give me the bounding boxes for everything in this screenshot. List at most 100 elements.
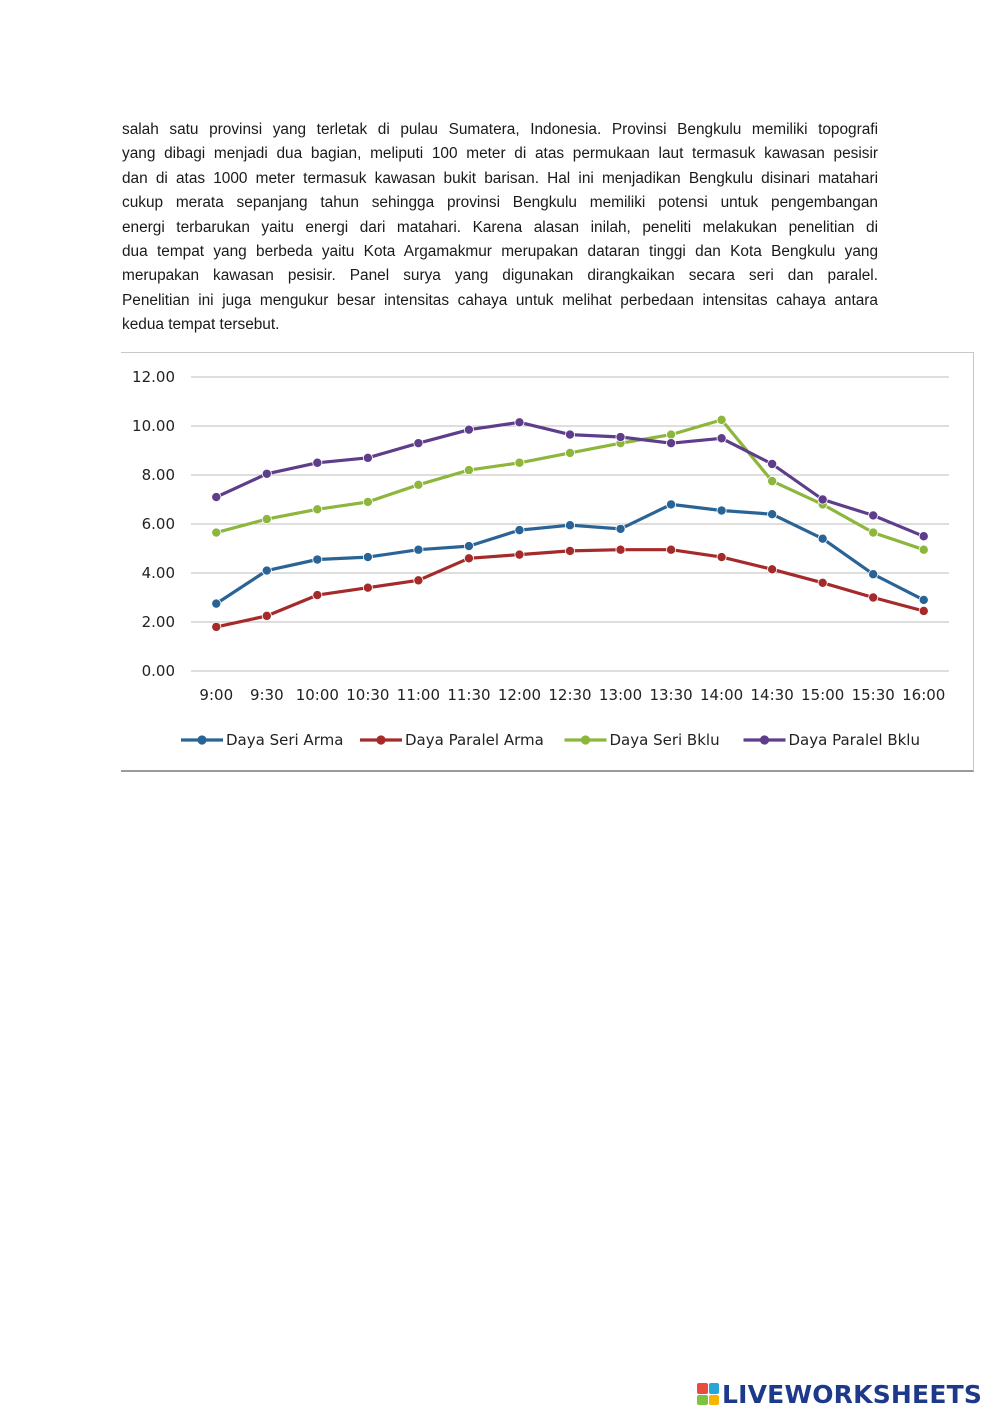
x-tick-label: 15:30 — [852, 686, 895, 704]
y-tick-label: 0.00 — [142, 662, 175, 680]
data-point — [868, 527, 879, 538]
x-tick-label: 11:00 — [397, 686, 440, 704]
data-point — [514, 417, 525, 428]
data-point — [564, 429, 575, 440]
series-lines — [211, 414, 929, 632]
x-tick-label: 10:30 — [346, 686, 389, 704]
data-point — [261, 565, 272, 576]
data-point — [413, 438, 424, 449]
data-point — [211, 621, 222, 632]
data-point — [211, 492, 222, 503]
y-tick-label: 12.00 — [132, 368, 175, 386]
x-tick-label: 9:30 — [250, 686, 284, 704]
data-point — [716, 552, 727, 563]
data-point — [514, 457, 525, 468]
legend-item: Daya Paralel Arma — [360, 731, 544, 749]
data-point — [868, 510, 879, 521]
data-point — [767, 509, 778, 520]
series-daya-seri-bklu — [211, 414, 929, 555]
data-point — [817, 577, 828, 588]
data-point — [666, 438, 677, 449]
data-point — [918, 544, 929, 555]
data-point — [767, 564, 778, 575]
x-tick-label: 16:00 — [902, 686, 945, 704]
legend-label: Daya Paralel Bklu — [789, 731, 920, 749]
data-point — [666, 544, 677, 555]
x-tick-label: 14:00 — [700, 686, 743, 704]
legend-item: Daya Seri Arma — [181, 731, 343, 749]
data-point — [514, 549, 525, 560]
series-daya-paralel-bklu — [211, 417, 929, 542]
paragraph-line: yang dibagi menjadi dua bagian, meliputi… — [122, 145, 878, 163]
data-point — [666, 429, 677, 440]
series-daya-paralel-arma — [211, 544, 929, 632]
data-point — [716, 433, 727, 444]
paragraph-line: salah satu provinsi yang terletak di pul… — [122, 121, 878, 138]
data-point — [463, 465, 474, 476]
legend-swatch-marker — [580, 735, 591, 745]
line-chart: 0.00 2.00 4.00 6.00 8.00 10.00 12.00 9:00 9:30 1… — [132, 368, 949, 749]
data-point — [564, 520, 575, 531]
data-point — [261, 468, 272, 479]
data-point — [463, 553, 474, 564]
data-point — [362, 452, 373, 463]
data-point — [767, 476, 778, 487]
x-tick-label: 11:30 — [447, 686, 490, 704]
brand-name: LIVEWORKSHEETS — [722, 1379, 983, 1409]
y-tick-label: 10.00 — [132, 417, 175, 435]
x-tick-label: 9:00 — [199, 686, 233, 704]
legend-item: Daya Paralel Bklu — [743, 731, 920, 749]
series-line — [215, 548, 925, 629]
data-point — [918, 605, 929, 616]
y-axis-ticks: 0.00 2.00 4.00 6.00 8.00 10.00 12.00 — [132, 368, 175, 680]
data-point — [312, 457, 323, 468]
series-daya-seri-arma — [211, 499, 929, 609]
data-point — [716, 505, 727, 516]
y-tick-label: 8.00 — [142, 466, 175, 484]
paragraph-line: kedua tempat tersebut. — [122, 316, 280, 334]
line-chart-container: 0.00 2.00 4.00 6.00 8.00 10.00 12.00 9:00 9:30 1… — [121, 352, 974, 772]
paragraph-line: Penelitian ini juga mengukur besar inten… — [122, 291, 878, 309]
y-tick-label: 6.00 — [142, 515, 175, 533]
data-point — [817, 533, 828, 544]
data-point — [261, 514, 272, 525]
data-point — [362, 582, 373, 593]
data-point — [362, 496, 373, 507]
y-tick-label: 4.00 — [142, 564, 175, 582]
paragraph-line: energi terbarukan yaitu energi dari mata… — [122, 218, 878, 236]
data-point — [817, 494, 828, 505]
data-point — [413, 479, 424, 490]
data-point — [767, 458, 778, 469]
data-point — [868, 592, 879, 603]
legend-item: Daya Seri Bklu — [564, 731, 720, 749]
legend-label: Daya Seri Bklu — [610, 731, 720, 749]
x-tick-label: 10:00 — [296, 686, 339, 704]
x-tick-label: 12:00 — [498, 686, 541, 704]
liveworksheets-brand: LIVEWORKSHEETS — [697, 1374, 997, 1414]
data-point — [312, 554, 323, 565]
data-point — [615, 523, 626, 534]
legend-swatch-marker — [376, 735, 386, 745]
data-point — [615, 432, 626, 443]
data-point — [211, 598, 222, 609]
data-point — [918, 531, 929, 542]
data-point — [868, 569, 879, 580]
legend-swatch-marker — [759, 735, 770, 745]
paragraph-line: dan di atas 1000 meter termasuk kawasan … — [122, 169, 878, 187]
data-point — [564, 447, 575, 458]
paragraph-line: dua tempat yang berbeda yaitu Kota Argam… — [122, 243, 878, 261]
data-point — [666, 499, 677, 510]
legend-label: Daya Paralel Arma — [405, 731, 544, 749]
data-point — [564, 545, 575, 556]
paragraph-line: cukup merata sepanjang tahun sehingga pr… — [122, 194, 878, 212]
data-point — [312, 590, 323, 601]
chart-legend: Daya Seri Arma Daya Paralel Arma Daya Seri… — [181, 731, 920, 749]
legend-label: Daya Seri Arma — [226, 731, 343, 749]
body-paragraph: salah satu provinsi yang terletak di pul… — [122, 118, 878, 338]
paragraph-line: merupakan kawasan pesisir. Panel surya y… — [122, 267, 878, 285]
data-point — [463, 424, 474, 435]
data-point — [211, 527, 222, 538]
x-tick-label: 14:30 — [751, 686, 794, 704]
data-point — [413, 544, 424, 555]
legend-swatch-marker — [197, 735, 207, 745]
